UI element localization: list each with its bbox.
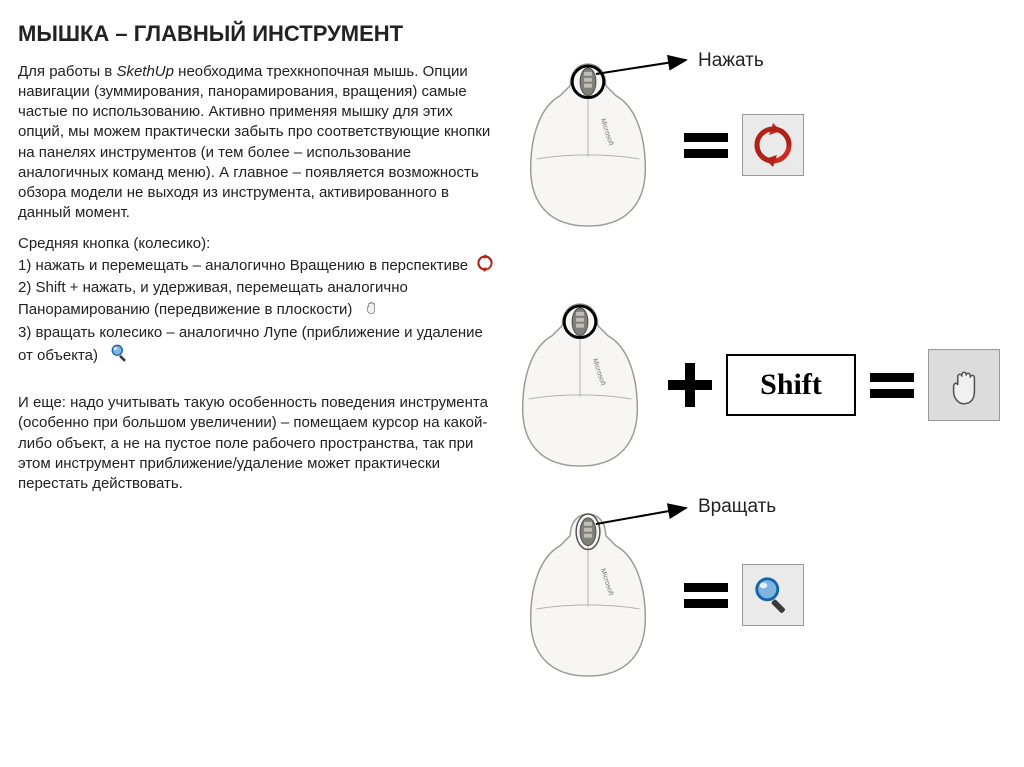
arrow-icon [594,52,694,82]
app-name: SkethUp [116,63,174,80]
zoom-tool-box [742,564,804,626]
rotate-label: Вращать [698,496,776,518]
shift-key: Shift [726,354,856,416]
footer-paragraph: И еще: надо учитывать такую особенность … [18,393,498,494]
mouse-icon [518,510,658,680]
diagram-row-shift: Shift [498,300,1000,470]
pan-icon [939,360,989,410]
plus-icon [668,363,712,407]
item1-text: 1) нажать и перемещать – аналогично Вращ… [18,257,468,274]
zoom-icon [752,574,794,616]
intro-rest: необходима трехкнопочная мышь. Опции нав… [18,63,490,222]
list-item-2: 2) Shift + нажать, и удерживая, перемеща… [18,278,498,323]
page-title: МЫШКА – ГЛАВНЫЙ ИНСТРУМЕНТ [18,20,498,48]
arrow-icon [594,502,694,532]
diagram-row-rotate: Вращать [498,510,1000,680]
orbit-tool-box [742,114,804,176]
list-item-3b: от объекта) [18,343,498,369]
diagram-row-press: Нажать [498,60,1000,230]
item3b-text: от объекта) [18,347,98,364]
equals-icon [870,373,914,398]
intro-prefix: Для работы в [18,63,116,80]
pan-tool-box [928,349,1000,421]
press-label: Нажать [698,50,764,72]
item3a-text: 3) вращать колесико – аналогично Лупе (п… [18,324,483,341]
equals-icon [684,133,728,158]
list-item-3: 3) вращать колесико – аналогично Лупе (п… [18,323,498,343]
orbit-icon [476,259,494,276]
mouse-icon [510,300,650,470]
list-item-1: 1) нажать и перемещать – аналогично Вращ… [18,254,498,278]
orbit-icon [751,123,795,167]
zoom-icon [110,350,130,367]
pan-icon [361,303,381,320]
equals-icon [684,583,728,608]
mouse-icon [518,60,658,230]
middle-button-heading: Средняя кнопка (колесико): [18,234,498,254]
intro-paragraph: Для работы в SkethUp необходима трехкноп… [18,62,498,224]
item2-text: 2) Shift + нажать, и удерживая, перемеща… [18,279,408,318]
